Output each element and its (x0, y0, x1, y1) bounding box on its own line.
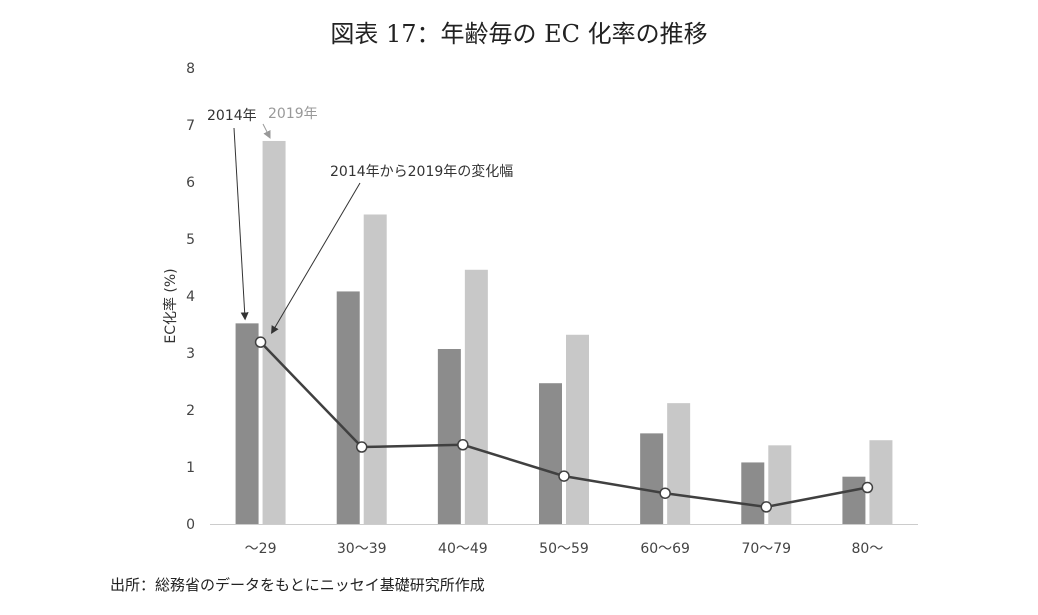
x-tick-label: 70〜79 (741, 541, 791, 557)
y-tick-label: 2 (186, 403, 195, 419)
change-point (254, 336, 267, 348)
change-point (355, 441, 368, 453)
bar-2014 (842, 476, 866, 524)
annotation-2014-arrow (233, 127, 249, 321)
x-tick-label: 30〜39 (337, 541, 387, 557)
bar-2014 (640, 433, 664, 524)
bar-2019 (262, 140, 286, 524)
bar-2019 (869, 440, 893, 524)
y-tick-label: 8 (186, 61, 195, 77)
x-tick-label: 60〜69 (640, 541, 690, 557)
y-tick-label: 4 (186, 289, 195, 305)
y-tick-label: 6 (186, 175, 195, 191)
bar-2019 (667, 403, 691, 524)
bar-2019 (464, 269, 488, 524)
bar-2019 (363, 214, 387, 525)
change-point (558, 470, 570, 482)
y-axis-label: EC化率 (%) (162, 268, 179, 343)
annotation-change-label: 2014年から2019年の変化幅 (330, 163, 513, 180)
bar-series (235, 140, 893, 525)
annotation-change-arrow (271, 182, 361, 335)
x-tick-label: 50〜59 (539, 541, 589, 557)
annotation-2014-label: 2014年 (207, 108, 257, 124)
chart-title: 図表 17：年齢毎の EC 化率の推移 (330, 20, 708, 48)
x-tick-label: 40〜49 (438, 541, 488, 557)
annotation-2019-arrow (262, 123, 271, 139)
y-axis-ticks: 0 1 2 3 4 5 6 7 8 (186, 61, 195, 533)
change-point (760, 501, 773, 513)
annotations: 2014年 2019年 2014年から2019年の変化幅 (207, 106, 513, 335)
change-point (659, 487, 671, 499)
y-tick-label: 0 (186, 517, 195, 533)
change-point (861, 481, 874, 494)
bar-2014 (741, 462, 765, 524)
y-tick-label: 5 (186, 232, 195, 248)
x-tick-label: 〜29 (245, 541, 277, 557)
change-point (457, 439, 469, 451)
source-note: 出所：総務省のデータをもとにニッセイ基礎研究所作成 (110, 576, 485, 594)
x-axis-ticks: 〜29 30〜39 40〜49 50〜59 60〜69 70〜79 80〜 (245, 541, 884, 557)
y-tick-label: 1 (186, 460, 195, 476)
annotation-2019-label: 2019年 (268, 106, 318, 122)
bar-2014 (235, 323, 259, 524)
y-tick-label: 7 (186, 118, 195, 134)
bar-2019 (768, 445, 792, 524)
bar-2019 (566, 334, 589, 524)
bar-2014 (437, 349, 461, 524)
bar-2014 (539, 383, 562, 524)
change-line-series (254, 336, 874, 513)
x-tick-label: 80〜 (852, 541, 884, 557)
y-tick-label: 3 (186, 346, 195, 362)
bar-2014 (336, 291, 360, 524)
